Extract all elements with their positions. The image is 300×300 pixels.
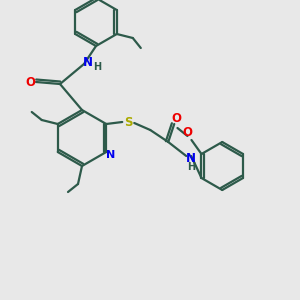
Text: H: H xyxy=(187,162,195,172)
Text: O: O xyxy=(25,76,35,88)
Text: N: N xyxy=(186,152,196,164)
Text: S: S xyxy=(124,116,133,128)
Text: H: H xyxy=(93,62,101,72)
Text: O: O xyxy=(182,125,193,139)
Text: N: N xyxy=(83,56,93,68)
Text: O: O xyxy=(171,112,181,124)
Text: N: N xyxy=(106,150,115,160)
